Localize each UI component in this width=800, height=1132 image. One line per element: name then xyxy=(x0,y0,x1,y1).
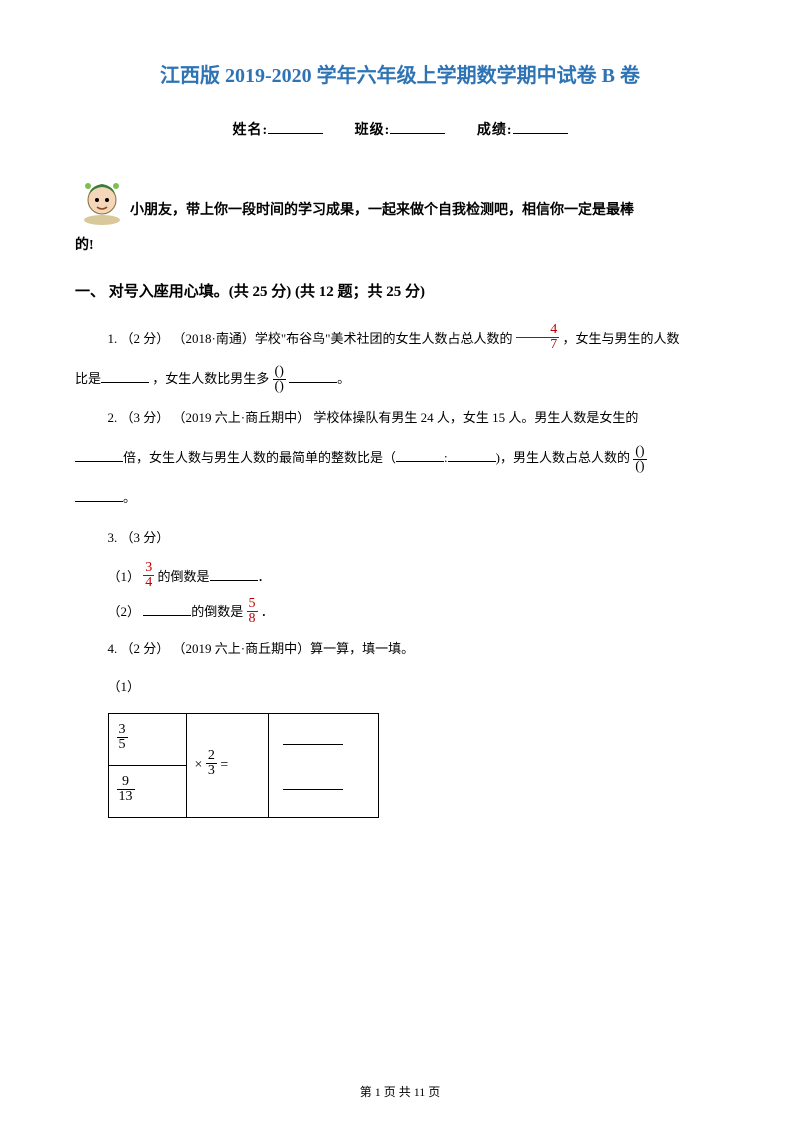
q1-l2b: ，女生人数比男生多 xyxy=(152,371,272,386)
q2-l2b: )，男生人数占总人数的 xyxy=(496,450,634,465)
q1-pre: 1. （2 分） （2018·南通）学校"布谷鸟"美术社团的女生人数占总人数的 xyxy=(108,331,516,346)
table-row: 35 × 23 = xyxy=(108,713,378,765)
question-2-line3: 。 xyxy=(75,481,725,515)
q2-l2a: 倍，女生人数与男生人数的最简单的整数比是（ xyxy=(123,450,396,465)
intro-row: 小朋友，带上你一段时间的学习成果，一起来做个自我检测吧，相信你一定是最棒 xyxy=(75,172,725,227)
question-1-line2: 比是 ，女生人数比男生多 ()() 。 xyxy=(75,362,725,396)
question-3-sub1: （1） 34 的倒数是 ． xyxy=(108,561,726,593)
fraction-9-13: 913 xyxy=(117,775,135,804)
paren-fraction-1: ()() xyxy=(273,365,286,394)
cell-c[interactable] xyxy=(268,713,378,817)
question-4-sub1: （1） xyxy=(108,671,726,702)
fraction-4-7: 47 xyxy=(516,323,560,352)
name-label: 姓名: xyxy=(232,123,268,138)
q3-p1b: 的倒数是 xyxy=(158,569,210,584)
q3-blank-2[interactable] xyxy=(143,602,191,616)
page-title: 江西版 2019-2020 学年六年级上学期数学期中试卷 B 卷 xyxy=(75,60,725,92)
q3-p2end: ． xyxy=(261,604,274,619)
cell-b: × 23 = xyxy=(186,713,268,817)
cell-b-post: = xyxy=(220,757,228,772)
question-2-line1: 2. （3 分） （2019 六上·商丘期中） 学校体操队有男生 24 人，女生… xyxy=(75,401,725,435)
q3-p2a: （2） xyxy=(108,604,144,619)
fraction-2-3: 23 xyxy=(206,749,217,778)
section-1-heading: 一、 对号入座用心填。(共 25 分) (共 12 题；共 25 分) xyxy=(75,280,725,304)
q2-blank-2[interactable] xyxy=(396,448,444,462)
q3-p2b: 的倒数是 xyxy=(191,604,246,619)
q1-blank-1[interactable] xyxy=(101,369,149,383)
q2-blank-1[interactable] xyxy=(75,448,123,462)
score-blank[interactable] xyxy=(513,120,568,134)
intro-text-2: 的! xyxy=(75,235,725,257)
question-4-head: 4. （2 分） （2019 六上·商丘期中）算一算，填一填。 xyxy=(75,632,725,666)
q3-p1end: ． xyxy=(258,569,271,584)
q1-post: ，女生与男生的人数 xyxy=(562,331,679,346)
fraction-3-5: 35 xyxy=(117,723,128,752)
page-footer: 第 1 页 共 11 页 xyxy=(0,1083,800,1102)
class-blank[interactable] xyxy=(390,120,445,134)
q2-blank-4[interactable] xyxy=(75,488,123,502)
q2-blank-3[interactable] xyxy=(448,448,496,462)
question-1-line1: 1. （2 分） （2018·南通）学校"布谷鸟"美术社团的女生人数占总人数的 … xyxy=(75,322,725,356)
paren-fraction-2: ()() xyxy=(633,445,646,474)
q1-l2a: 比是 xyxy=(75,371,101,386)
question-3-sub2: （2） 的倒数是 58 ． xyxy=(108,596,726,628)
name-blank[interactable] xyxy=(268,120,323,134)
intro-text-1: 小朋友，带上你一段时间的学习成果，一起来做个自我检测吧，相信你一定是最棒 xyxy=(130,194,634,228)
question-2-line2: 倍，女生人数与男生人数的最简单的整数比是（:)，男生人数占总人数的 ()() xyxy=(75,441,725,475)
cell-a2: 913 xyxy=(108,765,186,817)
q2-end: 。 xyxy=(123,490,136,505)
fraction-5-8: 58 xyxy=(247,597,258,626)
score-label: 成绩: xyxy=(477,123,513,138)
student-info-line: 姓名: 班级: 成绩: xyxy=(75,120,725,142)
q3-p1a: （1） xyxy=(108,569,141,584)
q1-blank-2[interactable] xyxy=(289,369,337,383)
mascot-icon xyxy=(75,172,130,227)
cell-a1: 35 xyxy=(108,713,186,765)
class-label: 班级: xyxy=(355,123,391,138)
q1-end: 。 xyxy=(337,371,350,386)
q3-blank-1[interactable] xyxy=(210,567,258,581)
calc-table: 35 × 23 = 913 xyxy=(108,713,379,818)
fraction-3-4: 34 xyxy=(143,561,154,590)
question-3-head: 3. （3 分） xyxy=(75,521,725,555)
cell-b-pre: × xyxy=(195,757,206,772)
